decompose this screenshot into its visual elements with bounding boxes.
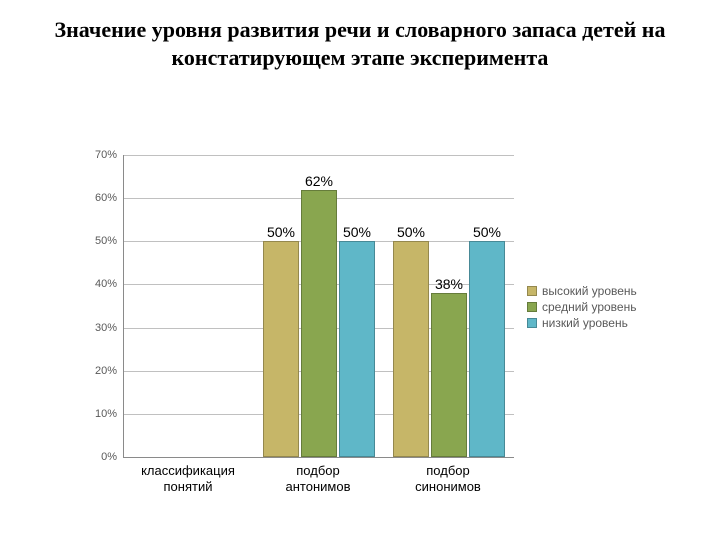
bar: 50% — [469, 241, 505, 457]
x-category-label: подбор антонимов — [253, 463, 383, 494]
y-tick-label: 30% — [65, 322, 117, 334]
bar-value-label: 50% — [343, 224, 371, 240]
legend: высокий уровень средний уровень низкий уро… — [527, 282, 637, 332]
y-tick-label: 70% — [65, 149, 117, 161]
y-tick-label: 50% — [65, 235, 117, 247]
bar: 50% — [393, 241, 429, 457]
slide-title: Значение уровня развития речи и словарно… — [40, 16, 680, 71]
legend-swatch — [527, 318, 537, 328]
bar-value-label: 62% — [305, 173, 333, 189]
legend-item: средний уровень — [527, 300, 637, 314]
y-tick-label: 10% — [65, 408, 117, 420]
bar: 62% — [301, 190, 337, 457]
bar-value-label: 38% — [435, 276, 463, 292]
bar-group: 50%38%50% — [393, 241, 505, 457]
y-tick-label: 20% — [65, 365, 117, 377]
y-tick-label: 60% — [65, 192, 117, 204]
y-tick-label: 0% — [65, 451, 117, 463]
legend-swatch — [527, 302, 537, 312]
legend-label: средний уровень — [542, 300, 636, 314]
bar-value-label: 50% — [473, 224, 501, 240]
legend-item: высокий уровень — [527, 284, 637, 298]
legend-swatch — [527, 286, 537, 296]
bar: 38% — [431, 293, 467, 457]
gridline — [124, 155, 514, 156]
legend-item: низкий уровень — [527, 316, 637, 330]
bar: 50% — [339, 241, 375, 457]
chart: 0%10%20%30%40%50%60%70% 50%62%50%50%38%5… — [65, 155, 685, 525]
bar-value-label: 50% — [267, 224, 295, 240]
legend-label: высокий уровень — [542, 284, 637, 298]
plot-area: 50%62%50%50%38%50% — [123, 155, 514, 458]
y-axis-labels: 0%10%20%30%40%50%60%70% — [65, 155, 123, 457]
bar-group: 50%62%50% — [263, 190, 375, 457]
legend-label: низкий уровень — [542, 316, 628, 330]
bar-value-label: 50% — [397, 224, 425, 240]
y-tick-label: 40% — [65, 278, 117, 290]
slide: Значение уровня развития речи и словарно… — [0, 0, 720, 540]
x-category-label: подбор синонимов — [383, 463, 513, 494]
bar: 50% — [263, 241, 299, 457]
x-category-label: классификация понятий — [123, 463, 253, 494]
